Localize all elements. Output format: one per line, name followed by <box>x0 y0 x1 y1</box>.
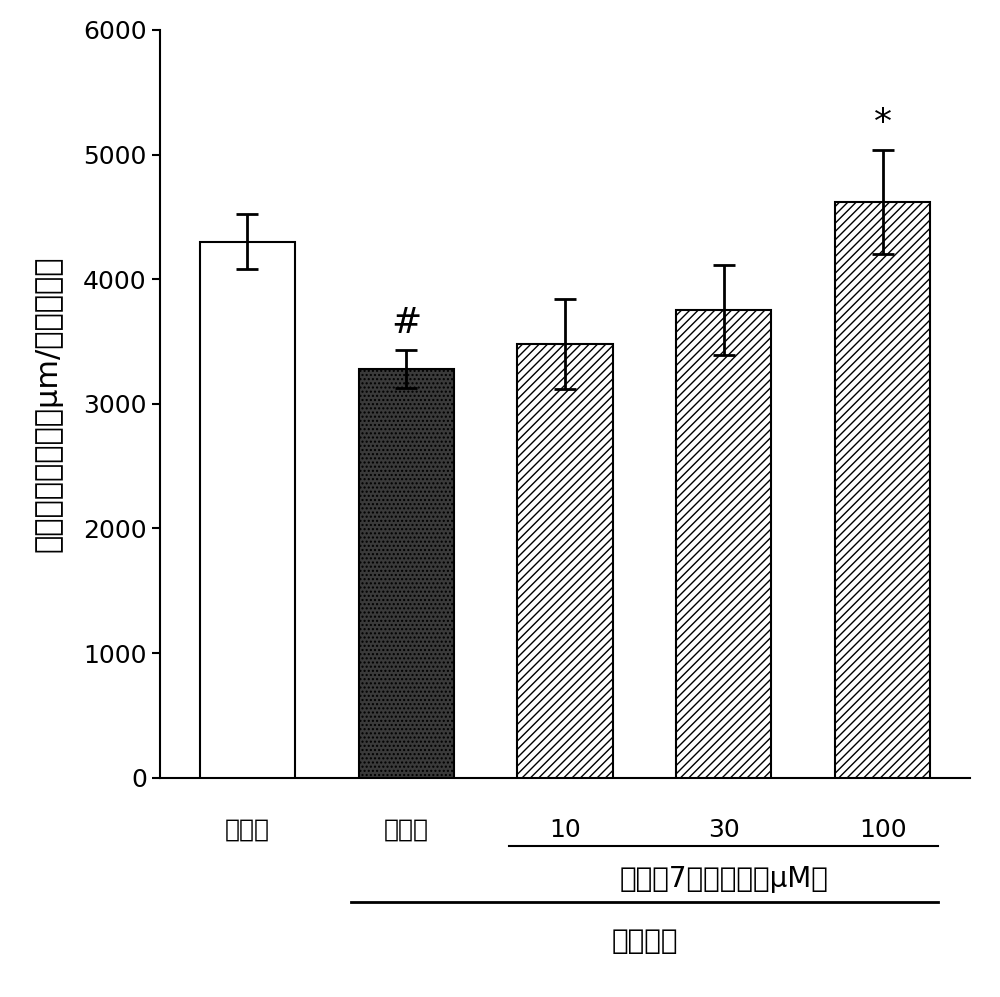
Text: 蕃馏水: 蕃馏水 <box>384 818 429 841</box>
Text: 蕃馏水: 蕃馏水 <box>225 818 270 841</box>
Bar <box>517 344 613 778</box>
Text: 实施例7的化合物（μM）: 实施例7的化合物（μM） <box>619 865 828 893</box>
Text: 100: 100 <box>859 818 906 841</box>
Text: 30: 30 <box>708 818 740 841</box>
Y-axis label: 神经突起的长度（μm/神经细胞）: 神经突起的长度（μm/神经细胞） <box>33 255 62 552</box>
Text: #: # <box>391 306 421 340</box>
Text: *: * <box>874 106 892 140</box>
Bar <box>359 369 454 778</box>
Bar <box>835 202 930 778</box>
Bar <box>676 310 771 778</box>
Bar <box>200 242 295 778</box>
Text: 奥沙利钓: 奥沙利钓 <box>611 927 678 955</box>
Text: 10: 10 <box>549 818 581 841</box>
